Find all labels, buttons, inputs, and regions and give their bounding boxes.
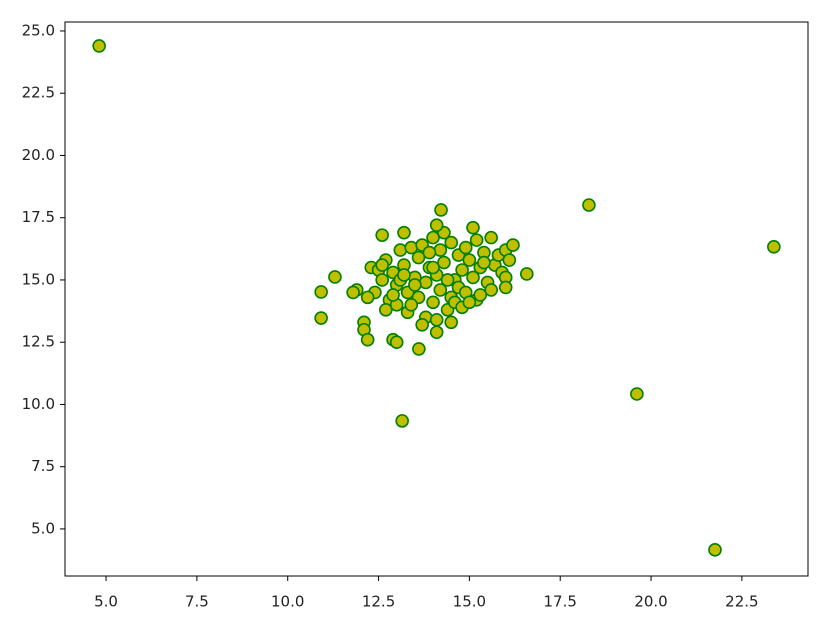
point — [466, 270, 480, 285]
point — [360, 332, 375, 347]
x-tick-label: 17.5 — [544, 593, 577, 611]
x-tick-label: 22.5 — [725, 593, 758, 611]
point — [426, 295, 440, 310]
plot-frame — [64, 21, 809, 577]
point — [462, 295, 477, 310]
point — [412, 342, 426, 356]
point — [408, 278, 422, 292]
point — [375, 258, 389, 272]
point — [346, 285, 360, 300]
point — [422, 245, 437, 260]
point — [314, 285, 328, 299]
y-tick-label: 17.5 — [22, 208, 55, 226]
point — [314, 311, 328, 325]
point — [360, 290, 375, 305]
point — [393, 243, 408, 257]
point — [455, 263, 469, 277]
point — [484, 230, 498, 245]
point — [440, 273, 455, 287]
point — [418, 275, 433, 290]
point — [498, 280, 513, 295]
point — [458, 240, 473, 255]
point — [473, 288, 488, 302]
point — [469, 233, 484, 247]
point — [395, 414, 409, 428]
x-tick-label: 12.5 — [362, 593, 395, 611]
point — [477, 255, 491, 270]
point — [429, 325, 444, 340]
point — [433, 283, 448, 297]
point — [519, 267, 534, 281]
point — [92, 39, 106, 53]
point — [426, 260, 440, 275]
point — [433, 243, 448, 257]
x-tick-label: 15.0 — [453, 593, 486, 611]
point — [379, 303, 393, 317]
point — [708, 543, 722, 557]
point — [375, 273, 389, 287]
x-tick-label: 7.5 — [185, 593, 209, 611]
y-tick-label: 15.0 — [22, 270, 55, 288]
y-tick-label: 7.5 — [31, 457, 55, 475]
point — [411, 250, 426, 265]
point — [426, 230, 440, 245]
point — [429, 218, 444, 232]
point — [767, 240, 781, 254]
y-tick-label: 22.5 — [22, 84, 55, 102]
point — [630, 387, 644, 401]
point — [444, 235, 459, 250]
point — [404, 298, 419, 312]
point — [434, 203, 448, 217]
point — [582, 198, 596, 212]
point — [397, 225, 411, 240]
point — [389, 335, 404, 349]
point — [506, 238, 520, 252]
x-tick-label: 20.0 — [634, 593, 667, 611]
point — [462, 253, 477, 267]
point — [328, 270, 342, 284]
point — [429, 312, 444, 327]
y-tick-label: 10.0 — [22, 395, 55, 413]
point — [375, 228, 389, 242]
point — [502, 253, 517, 267]
point — [466, 220, 480, 235]
point — [437, 255, 451, 270]
x-tick-label: 5.0 — [94, 593, 118, 611]
y-tick-label: 20.0 — [22, 146, 55, 164]
y-tick-label: 12.5 — [22, 333, 55, 351]
x-tick-label: 10.0 — [271, 593, 304, 611]
point — [484, 283, 498, 297]
point — [415, 317, 429, 332]
point — [444, 315, 459, 330]
y-tick-label: 25.0 — [22, 21, 55, 39]
y-tick-label: 5.0 — [31, 519, 55, 537]
point — [397, 268, 411, 282]
point — [386, 288, 400, 302]
